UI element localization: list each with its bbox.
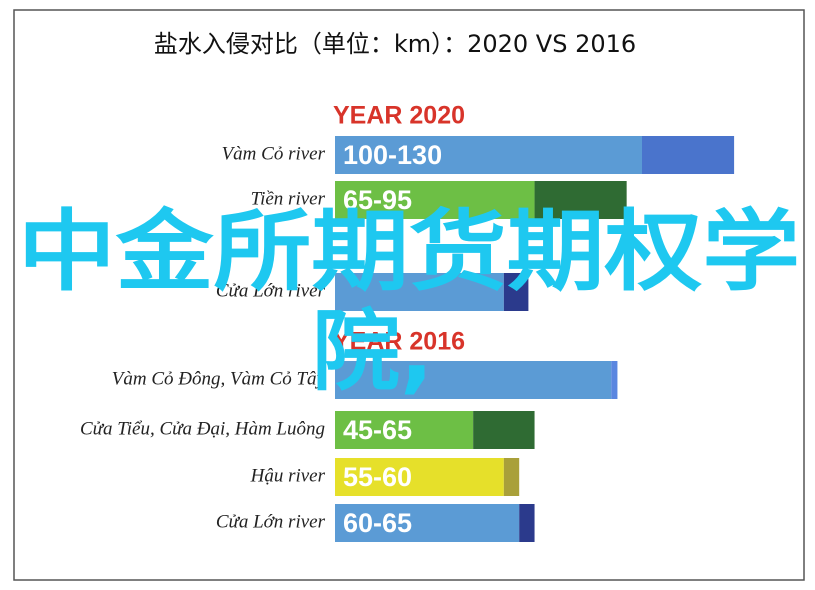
watermark: 中金所期货期权学 xyxy=(18,200,800,303)
category-label: Hậu river xyxy=(250,465,326,486)
value-label: 65-95 xyxy=(343,185,412,215)
value-label: 60-65 xyxy=(343,508,412,538)
bar xyxy=(335,504,520,542)
bar xyxy=(335,458,504,496)
category-label: Cửa Tiểu, Cửa Đại, Hàm Luông xyxy=(80,418,325,439)
bar xyxy=(335,181,535,219)
category-label: Tiền river xyxy=(251,188,326,209)
bar-range xyxy=(611,361,618,399)
bar-range xyxy=(519,504,535,542)
bar xyxy=(335,273,504,311)
category-label: Cửa Lớn river xyxy=(216,511,326,532)
group-title: YEAR 2020 xyxy=(333,102,465,130)
bar xyxy=(335,136,642,174)
category-label: Vàm Cỏ river xyxy=(222,143,326,164)
value-label: 100-130 xyxy=(343,140,442,170)
bar-range xyxy=(534,181,627,219)
bar-range xyxy=(503,273,529,311)
group-title: YEAR 2016 xyxy=(333,328,465,356)
bar-range xyxy=(642,136,735,174)
bar-range xyxy=(473,411,535,449)
chart-title: 盐水入侵对比（单位：km）：2020 VS 2016 xyxy=(154,30,636,58)
bar-range xyxy=(503,458,520,496)
watermark: 院, xyxy=(312,300,433,403)
category-label: Cửa Lớn river xyxy=(216,280,326,301)
bar xyxy=(335,411,474,449)
value-label: 55-60 xyxy=(343,462,412,492)
value-label: 45-65 xyxy=(343,415,412,445)
bar xyxy=(335,361,612,399)
category-label: Vàm Cỏ Đông, Vàm Cỏ Tây xyxy=(112,368,326,389)
